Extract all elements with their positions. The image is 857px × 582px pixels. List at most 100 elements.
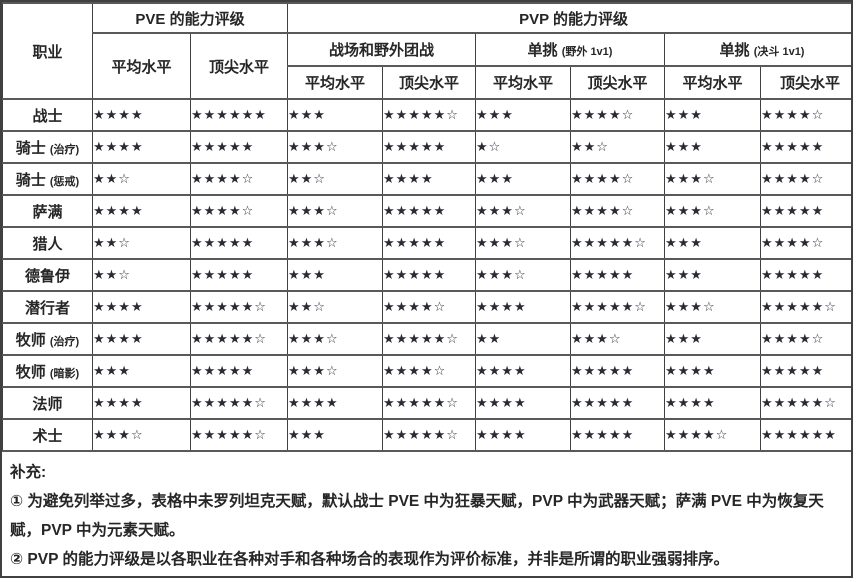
star-rating-cell: ★★★ [287, 258, 383, 292]
group-label: 单挑 [527, 42, 558, 59]
star-rating-cell: ★★★★★ [382, 130, 476, 164]
footnotes-title: 补充: [10, 464, 47, 481]
star-rating-cell: ★★★ [287, 98, 383, 132]
star-rating-cell: ★★★★★☆ [382, 98, 476, 132]
star-rating-cell: ★★★★★ [759, 258, 851, 292]
pve-top-header: 顶尖水平 [190, 32, 288, 100]
star-rating-cell: ★★★★ [475, 354, 571, 388]
table-row: 潜行者 ★★★★ ★★★★★☆ ★★☆ ★★★★☆ ★★★★ ★★★★★☆ ★★★☆ ★★★★★… [2, 290, 851, 324]
star-rating-cell: ★★★★☆ [664, 418, 761, 452]
star-rating-cell: ★★★ [664, 130, 761, 164]
footnote-1: ① 为避免列举过多，表格中未罗列坦克天赋，默认战士 PVE 中为狂暴天赋，PVP… [10, 493, 824, 539]
star-rating-cell: ★★★★☆ [382, 290, 476, 324]
star-rating-cell: ★★★★★ [570, 354, 665, 388]
star-rating-cell: ★★★ [475, 98, 571, 132]
star-rating-cell: ★★★ [475, 162, 571, 196]
star-rating-cell: ★★★ [664, 258, 761, 292]
star-rating-cell: ★★★☆ [287, 130, 383, 164]
class-name-cell: 牧师 (暗影) [2, 354, 93, 388]
class-rating-table: 职业 PVE 的能力评级 PVP 的能力评级 平均水平 顶尖水平 战场和野外团战… [2, 2, 851, 452]
class-spec-note: (治疗) [46, 335, 80, 348]
star-rating-cell: ★★★☆ [287, 322, 383, 356]
duel-wild-group-header: 单挑 (野外 1v1) [475, 32, 665, 67]
class-name: 德鲁伊 [24, 267, 70, 285]
class-name-cell: 德鲁伊 [2, 258, 93, 292]
class-name: 猎人 [32, 235, 63, 253]
pve-group-header: PVE 的能力评级 [92, 2, 288, 34]
star-rating-cell: ★★☆ [92, 226, 191, 260]
class-name: 骑士 [15, 171, 46, 189]
star-rating-cell: ★★ [475, 322, 571, 356]
star-rating-cell: ★★★★☆ [570, 98, 665, 132]
footnote-2: ② PVP 的能力评级是以各职业在各种对手和各种场合的表现作为评价标准，并非是所… [10, 551, 729, 568]
star-rating-cell: ★★★★★★ [759, 418, 851, 452]
star-rating-cell: ★★★★★☆ [570, 290, 665, 324]
star-rating-cell: ★★★★★☆ [759, 386, 851, 420]
star-rating-cell: ★★★★☆ [759, 322, 851, 356]
star-rating-cell: ★★★★☆ [382, 354, 476, 388]
class-name-cell: 潜行者 [2, 290, 93, 324]
header-row-2: 平均水平 顶尖水平 战场和野外团战 单挑 (野外 1v1) 单挑 (决斗 1v1… [3, 32, 851, 100]
class-column-header: 职业 [2, 2, 93, 100]
arena-avg-header: 平均水平 [664, 65, 761, 100]
table-row: 猎人 ★★☆ ★★★★★ ★★★☆ ★★★★★ ★★★☆ ★★★★★☆ ★★★ ★★★★☆ [2, 226, 851, 260]
arena-top-header: 顶尖水平 [759, 65, 851, 100]
header-row-3: 平均水平 顶尖水平 平均水平 顶尖水平 平均水平 顶尖水平 [3, 65, 851, 100]
star-rating-cell: ★★★ [92, 354, 191, 388]
star-rating-cell: ★★★★☆ [759, 98, 851, 132]
star-rating-cell: ★★☆ [570, 130, 665, 164]
star-rating-cell: ★★★★ [92, 194, 191, 228]
star-rating-cell: ★★★☆ [475, 258, 571, 292]
star-rating-cell: ★★★☆ [475, 194, 571, 228]
pve-avg-header: 平均水平 [92, 32, 191, 100]
star-rating-cell: ★★★★★☆ [382, 322, 476, 356]
class-name-cell: 骑士 (治疗) [2, 130, 93, 164]
class-name: 潜行者 [24, 299, 70, 317]
star-rating-cell: ★★★★★☆ [759, 290, 851, 324]
group-label: 单挑 [719, 42, 750, 59]
star-rating-cell: ★★★★★ [382, 194, 476, 228]
wild-top-header: 顶尖水平 [570, 65, 665, 100]
star-rating-cell: ★★★★★ [382, 258, 476, 292]
star-rating-cell: ★★★★★ [190, 258, 288, 292]
pvp-group-header: PVP 的能力评级 [286, 2, 851, 34]
star-rating-cell: ★★★☆ [664, 162, 761, 196]
star-rating-cell: ★★★★☆ [570, 194, 665, 228]
footnotes-section: 补充: ① 为避免列举过多，表格中未罗列坦克天赋，默认战士 PVE 中为狂暴天赋… [2, 452, 851, 576]
table-row: 德鲁伊 ★★☆ ★★★★★ ★★★ ★★★★★ ★★★☆ ★★★★★ ★★★ ★★★★★ [2, 258, 851, 292]
class-name: 牧师 [15, 363, 46, 381]
star-rating-cell: ★★★★★ [570, 386, 665, 420]
star-rating-cell: ★★★☆ [92, 418, 191, 452]
wild-avg-header: 平均水平 [475, 65, 571, 100]
star-rating-cell: ★★★★☆ [759, 226, 851, 260]
class-name: 法师 [32, 395, 63, 413]
battleground-group-header: 战场和野外团战 [287, 32, 476, 67]
table-row: 法师 ★★★★ ★★★★★☆ ★★★★ ★★★★★☆ ★★★★ ★★★★★ ★★★★ ★★★★★… [2, 386, 851, 420]
star-rating-cell: ★★★★★ [759, 354, 851, 388]
star-rating-cell: ★★★★ [92, 290, 191, 324]
star-rating-cell: ★★★☆ [664, 290, 761, 324]
star-rating-cell: ★☆ [475, 130, 571, 164]
table-row: 萨满 ★★★★ ★★★★☆ ★★★☆ ★★★★★ ★★★☆ ★★★★☆ ★★★☆ ★★★★★ [2, 194, 851, 228]
star-rating-cell: ★★★ [287, 418, 383, 452]
group-note: (野外 1v1) [561, 46, 613, 58]
star-rating-cell: ★★★★ [92, 130, 191, 164]
class-name-cell: 萨满 [2, 194, 93, 228]
table-row: 术士 ★★★☆ ★★★★★☆ ★★★ ★★★★★☆ ★★★★ ★★★★★ ★★★★☆ ★★★★★… [2, 418, 851, 452]
star-rating-cell: ★★★★★ [382, 226, 476, 260]
class-spec-note: (治疗) [46, 143, 80, 156]
star-rating-cell: ★★★★★☆ [570, 226, 665, 260]
star-rating-cell: ★★★ [664, 98, 761, 132]
star-rating-cell: ★★★★ [92, 322, 191, 356]
star-rating-cell: ★★★☆ [287, 226, 383, 260]
star-rating-cell: ★★☆ [92, 258, 191, 292]
group-label: 战场和野外团战 [328, 42, 434, 59]
class-name-cell: 猎人 [2, 226, 93, 260]
star-rating-cell: ★★★★ [664, 354, 761, 388]
star-rating-cell: ★★★★★ [570, 258, 665, 292]
star-rating-cell: ★★★★★ [190, 354, 288, 388]
star-rating-cell: ★★★★☆ [759, 162, 851, 196]
star-rating-cell: ★★★★ [382, 162, 476, 196]
class-name-cell: 法师 [2, 386, 93, 420]
